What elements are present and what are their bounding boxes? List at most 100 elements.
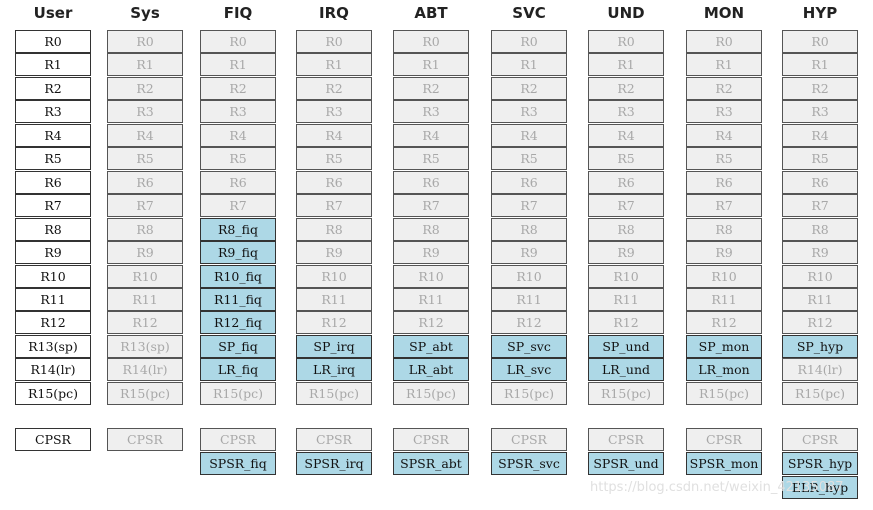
register-cell: R1 [588, 53, 664, 76]
register-cell: R0 [782, 30, 858, 53]
register-cell: R0 [296, 30, 372, 53]
register-cell: R9 [296, 241, 372, 264]
register-cell: R3 [107, 100, 183, 123]
status-register-cell: CPSR [15, 428, 91, 451]
register-cell: R5 [686, 147, 762, 170]
register-cell: R1 [15, 53, 91, 76]
register-cell: R12_fiq [200, 311, 276, 334]
register-cell: LR_abt [393, 358, 469, 381]
register-cell: R0 [200, 30, 276, 53]
register-cell: R7 [686, 194, 762, 217]
register-cell: R5 [588, 147, 664, 170]
register-cell: R5 [15, 147, 91, 170]
register-cell: R12 [686, 311, 762, 334]
register-cell: LR_fiq [200, 358, 276, 381]
register-cell: R7 [107, 194, 183, 217]
register-cell: R0 [588, 30, 664, 53]
register-cell: R4 [393, 124, 469, 147]
register-cell: R6 [782, 171, 858, 194]
register-cell: R11 [393, 288, 469, 311]
register-cell: R2 [686, 77, 762, 100]
register-cell: R2 [782, 77, 858, 100]
register-cell: R1 [686, 53, 762, 76]
mode-header: ABT [414, 4, 448, 22]
status-register-cell: CPSR [393, 428, 469, 451]
register-cell: R5 [393, 147, 469, 170]
status-register-cell: SPSR_fiq [200, 452, 276, 475]
register-cell: R3 [393, 100, 469, 123]
register-cell: SP_hyp [782, 335, 858, 358]
status-register-cell: ELR_hyp [782, 476, 858, 499]
register-cell: R1 [782, 53, 858, 76]
register-cell: R12 [782, 311, 858, 334]
register-cell: R5 [107, 147, 183, 170]
status-register-cell: SPSR_abt [393, 452, 469, 475]
register-cell: R11 [782, 288, 858, 311]
register-cell: R9 [393, 241, 469, 264]
register-cell: R5 [200, 147, 276, 170]
register-cell: R6 [200, 171, 276, 194]
register-cell: R7 [782, 194, 858, 217]
register-cell: R12 [296, 311, 372, 334]
register-cell: R11 [15, 288, 91, 311]
register-cell: R0 [686, 30, 762, 53]
register-cell: R12 [15, 311, 91, 334]
register-cell: R0 [491, 30, 567, 53]
register-cell: R11 [296, 288, 372, 311]
status-register-cell: SPSR_hyp [782, 452, 858, 475]
register-cell: R15(pc) [393, 382, 469, 405]
register-cell: R2 [296, 77, 372, 100]
register-cell: R5 [296, 147, 372, 170]
register-cell: R2 [588, 77, 664, 100]
register-cell: R2 [491, 77, 567, 100]
register-cell: SP_abt [393, 335, 469, 358]
status-register-cell: CPSR [782, 428, 858, 451]
register-cell: R10 [296, 265, 372, 288]
register-cell: R7 [15, 194, 91, 217]
register-cell: R2 [393, 77, 469, 100]
register-cell: R7 [296, 194, 372, 217]
register-cell: LR_svc [491, 358, 567, 381]
register-cell: R12 [588, 311, 664, 334]
register-cell: R2 [107, 77, 183, 100]
register-cell: R9 [107, 241, 183, 264]
register-cell: R10 [686, 265, 762, 288]
register-cell: R3 [200, 100, 276, 123]
watermark: https://blog.csdn.net/weixin_42135087 [590, 480, 844, 495]
register-cell: R11 [491, 288, 567, 311]
register-cell: R15(pc) [686, 382, 762, 405]
register-cell: R6 [686, 171, 762, 194]
status-register-cell: SPSR_svc [491, 452, 567, 475]
register-cell: R10 [107, 265, 183, 288]
register-cell: R9 [686, 241, 762, 264]
register-cell: R4 [491, 124, 567, 147]
register-cell: R1 [200, 53, 276, 76]
register-cell: R3 [686, 100, 762, 123]
register-cell: SP_fiq [200, 335, 276, 358]
register-cell: R6 [588, 171, 664, 194]
mode-header: MON [703, 4, 745, 22]
register-cell: R15(pc) [588, 382, 664, 405]
register-cell: R8 [588, 218, 664, 241]
register-cell: R0 [107, 30, 183, 53]
register-cell: R1 [296, 53, 372, 76]
status-register-cell: CPSR [296, 428, 372, 451]
mode-header: SVC [512, 4, 546, 22]
register-cell: LR_irq [296, 358, 372, 381]
register-cell: R15(pc) [491, 382, 567, 405]
register-cell: R8 [491, 218, 567, 241]
mode-header: HYP [802, 4, 838, 22]
register-cell: R7 [393, 194, 469, 217]
mode-header: Sys [130, 4, 160, 22]
register-cell: R9 [491, 241, 567, 264]
register-cell: R0 [393, 30, 469, 53]
register-cell: R11 [686, 288, 762, 311]
register-cell: R13(sp) [15, 335, 91, 358]
register-cell: R10 [588, 265, 664, 288]
status-register-cell: CPSR [686, 428, 762, 451]
register-cell: R3 [15, 100, 91, 123]
register-cell: R1 [491, 53, 567, 76]
status-register-cell: CPSR [200, 428, 276, 451]
register-cell: R8 [782, 218, 858, 241]
register-cell: R4 [782, 124, 858, 147]
